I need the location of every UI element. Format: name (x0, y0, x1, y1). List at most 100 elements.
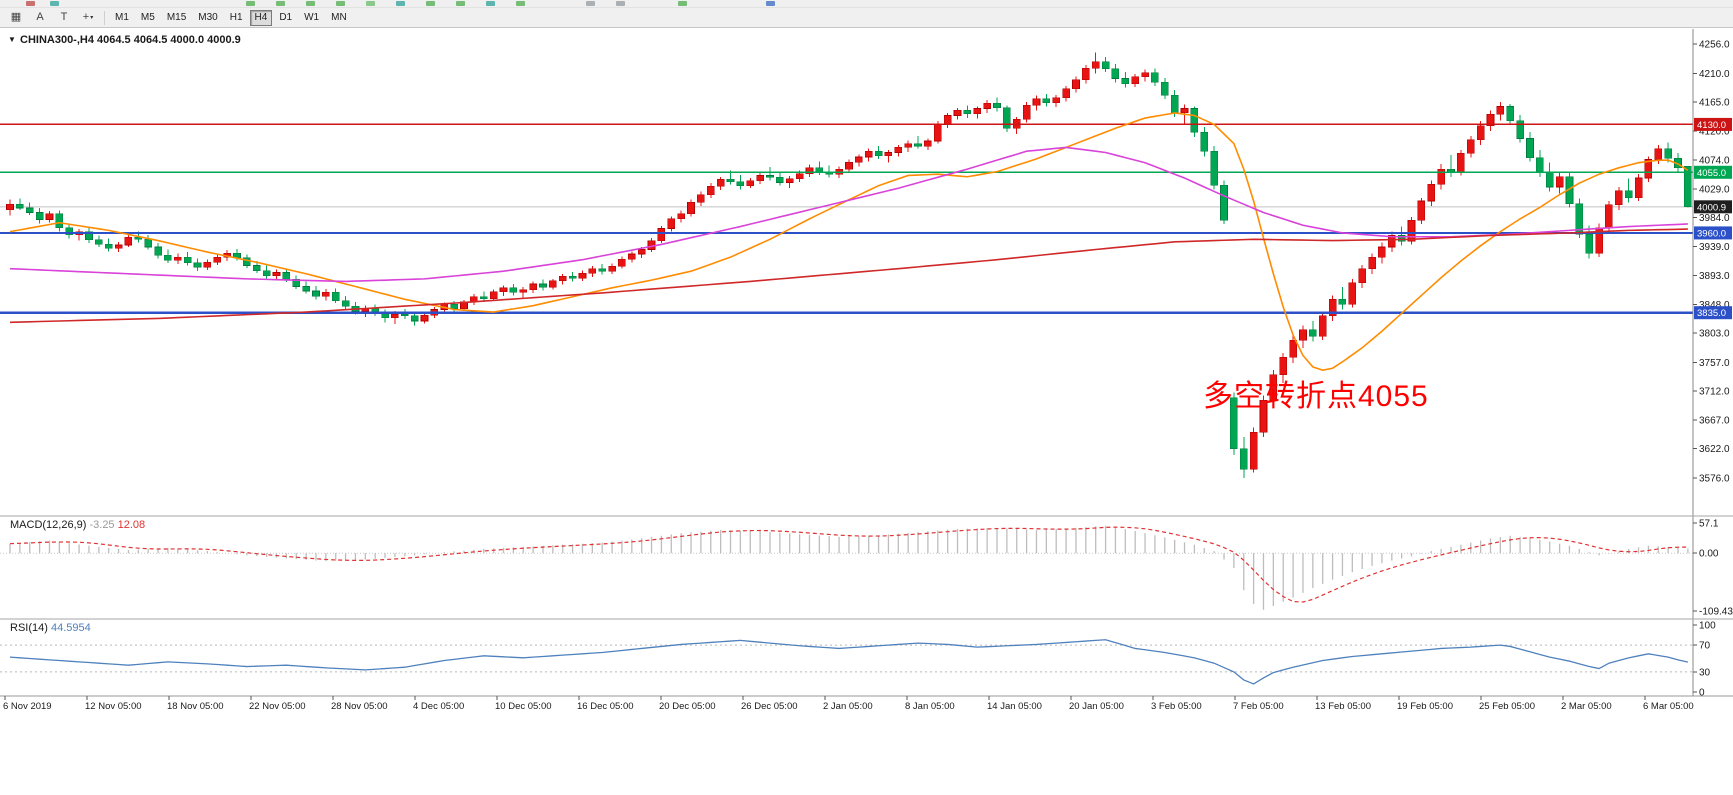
price-tick-label: 4256.0 (1699, 40, 1730, 51)
price-scale[interactable]: 4256.0 4210.0 4165.0 4120.0 4074.0 4029.0 3984… (1692, 29, 1733, 699)
macd-panel (0, 525, 1693, 610)
timeframe-button-mn[interactable]: MN (326, 10, 352, 26)
time-tick-label: 22 Nov 05:00 (249, 701, 306, 712)
time-tick-label: 6 Nov 2019 (3, 701, 52, 712)
rsi-tick-label: 30 (1699, 667, 1711, 678)
clipped-icon (426, 1, 435, 6)
macd-signal-line (9, 526, 1688, 603)
price-tag-label: 3835.0 (1697, 308, 1726, 319)
timeframe-button-m15[interactable]: M15 (162, 10, 191, 26)
chart-window[interactable]: 4256.0 4210.0 4165.0 4120.0 4074.0 4029.0 3984… (0, 29, 1733, 715)
price-tick-label: 3803.0 (1699, 329, 1730, 340)
clipped-icon (456, 1, 465, 6)
type-tool-icon[interactable]: T (60, 11, 68, 23)
clipped-icon (486, 1, 495, 6)
chart-toolbar: ▦ A T + ▾ M1 M5 M15 M30 H1 H4 D1 W1 MN (0, 8, 1733, 28)
slow-ma-line (9, 228, 1688, 324)
price-tag-3960.0 (1694, 226, 1732, 240)
timeframe-button-m1[interactable]: M1 (110, 10, 134, 26)
rsi-panel (0, 639, 1693, 685)
panel-separators[interactable] (0, 515, 1733, 620)
time-tick-label: 2 Mar 05:00 (1561, 701, 1612, 712)
clipped-icon (50, 1, 59, 6)
time-tick-label: 19 Feb 05:00 (1397, 701, 1453, 712)
time-tick-label: 20 Dec 05:00 (659, 701, 716, 712)
clipped-icon (306, 1, 315, 6)
time-tick-label: 7 Feb 05:00 (1233, 701, 1284, 712)
price-tick-label: 3667.0 (1699, 415, 1730, 426)
clipped-icon (26, 1, 35, 6)
moving-average-lines (9, 112, 1689, 371)
timeframe-button-m5[interactable]: M5 (136, 10, 160, 26)
price-tick-label: 3622.0 (1699, 444, 1730, 455)
time-tick-label: 20 Jan 05:00 (1069, 701, 1124, 712)
clipped-toolbar-row (0, 0, 1733, 8)
clipped-icon (246, 1, 255, 6)
annotation-text[interactable]: 多空转折点4055 (1203, 380, 1429, 413)
price-tick-label: 4074.0 (1699, 156, 1730, 167)
price-tag-label: 4000.9 (1697, 202, 1726, 213)
price-tick-label: 3712.0 (1699, 387, 1730, 398)
time-tick-label: 3 Feb 05:00 (1151, 701, 1202, 712)
macd-panel-title: MACD(12,26,9) -3.25 12.08 (10, 519, 145, 531)
time-tick-label: 12 Nov 05:00 (85, 701, 142, 712)
medium-ma-line (9, 146, 1688, 283)
clipped-icon (766, 1, 775, 6)
rsi-panel-title: RSI(14) 44.5954 (10, 622, 91, 634)
price-tag-4055.0 (1694, 165, 1732, 179)
clipped-icon (336, 1, 345, 6)
timeframe-button-m30[interactable]: M30 (193, 10, 222, 26)
clipped-icon (678, 1, 687, 6)
dropdown-caret-icon: ▾ (90, 14, 94, 21)
clipped-icon (396, 1, 405, 6)
symbol-collapse-icon[interactable]: ▼ (8, 35, 16, 44)
price-tick-label: 4165.0 (1699, 98, 1730, 109)
clipped-icon (516, 1, 525, 6)
rsi-tick-label: 70 (1699, 641, 1711, 652)
macd-tick-label: 57.1 (1699, 519, 1719, 530)
price-tag-4130.0 (1694, 117, 1732, 131)
rsi-tick-label: 100 (1699, 621, 1716, 632)
time-scale[interactable]: 6 Nov 2019 12 Nov 05:00 18 Nov 05:00 22 Nov… (0, 695, 1733, 715)
text-tool-icon[interactable]: A (36, 11, 44, 23)
empty-area (0, 715, 1733, 795)
price-tick-label: 3757.0 (1699, 358, 1730, 369)
fast-ma-line (9, 112, 1689, 371)
macd-tick-label: -109.43 (1699, 607, 1733, 618)
time-tick-label: 18 Nov 05:00 (167, 701, 224, 712)
price-tick-label: 4210.0 (1699, 69, 1730, 80)
price-chart-canvas[interactable]: 4256.0 4210.0 4165.0 4120.0 4074.0 4029.0 3984… (0, 29, 1733, 715)
price-tick-label: 3893.0 (1699, 271, 1730, 282)
price-tick-label: 3576.0 (1699, 474, 1730, 485)
timeframe-button-d1[interactable]: D1 (274, 10, 297, 26)
price-tick-label: 3984.0 (1699, 213, 1730, 224)
macd-tick-label: 0.00 (1699, 549, 1719, 560)
price-tag-3835.0 (1694, 306, 1732, 320)
clipped-icon (366, 1, 375, 6)
time-tick-label: 2 Jan 05:00 (823, 701, 873, 712)
time-tick-label: 6 Mar 05:00 (1643, 701, 1694, 712)
clipped-icon (616, 1, 625, 6)
rsi-tick-label: 0 (1699, 688, 1705, 699)
candles-layer (6, 52, 1692, 479)
toolbar-separator (104, 10, 105, 25)
time-tick-label: 10 Dec 05:00 (495, 701, 552, 712)
symbol-ohlc-title: CHINA300-,H4 4064.5 4064.5 4000.0 4000.9 (20, 34, 241, 46)
clipped-icon (586, 1, 595, 6)
price-tick-label: 3848.0 (1699, 300, 1730, 311)
timeframe-button-w1[interactable]: W1 (299, 10, 324, 26)
price-tag-label: 3960.0 (1697, 228, 1726, 239)
crosshair-tool-icon[interactable]: + ▾ (82, 11, 94, 23)
time-tick-label: 8 Jan 05:00 (905, 701, 955, 712)
price-tick-label: 3939.0 (1699, 242, 1730, 253)
price-tag-label: 4130.0 (1697, 120, 1726, 131)
time-tick-label: 26 Dec 05:00 (741, 701, 798, 712)
timeframe-button-h1[interactable]: H1 (225, 10, 248, 26)
time-tick-label: 13 Feb 05:00 (1315, 701, 1371, 712)
time-tick-label: 16 Dec 05:00 (577, 701, 634, 712)
time-tick-label: 4 Dec 05:00 (413, 701, 464, 712)
timeframe-button-h4[interactable]: H4 (249, 9, 273, 26)
time-tick-label: 14 Jan 05:00 (987, 701, 1042, 712)
price-tag-4000.9 (1694, 200, 1732, 214)
chart-grid-icon[interactable]: ▦ (10, 11, 22, 23)
